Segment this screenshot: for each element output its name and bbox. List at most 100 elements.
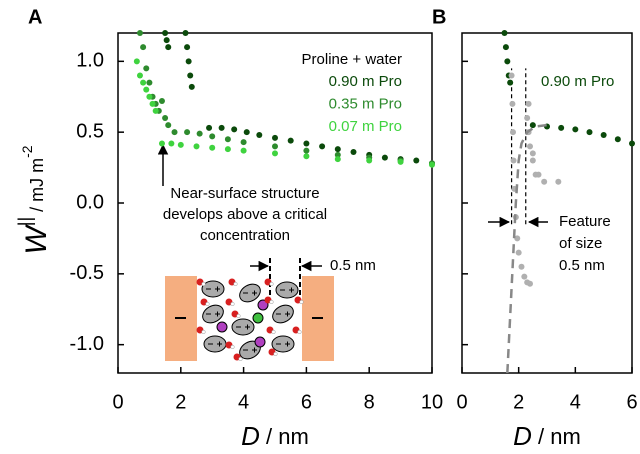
data-point	[209, 144, 216, 151]
x-label-symbol: D	[513, 421, 532, 451]
data-point	[231, 126, 238, 133]
data-point	[614, 136, 621, 143]
water	[201, 329, 206, 335]
data-point	[224, 136, 231, 143]
data-point	[158, 98, 165, 104]
x-tick-label: 6	[301, 391, 312, 413]
series-label: 0.90 m Pro	[541, 73, 614, 90]
data-point	[529, 157, 536, 164]
ion-pair	[231, 318, 255, 336]
data-point	[334, 151, 341, 158]
annotation: 0.5 nm	[559, 257, 605, 274]
data-point	[507, 79, 514, 86]
annotation: Near-surface structure	[170, 185, 319, 202]
water	[236, 313, 241, 319]
x-tick-label: 0	[456, 391, 467, 413]
data-point	[171, 129, 178, 136]
data-point	[196, 130, 203, 137]
data-point	[429, 161, 435, 168]
y-tick-label: 1.0	[76, 50, 104, 72]
data-point	[572, 126, 579, 133]
ion-pair	[239, 283, 261, 303]
data-point	[243, 129, 250, 136]
data-point	[146, 93, 153, 100]
data-point	[501, 30, 508, 36]
data-point	[272, 150, 278, 157]
legend-entry: 0.07 m Pro	[329, 118, 402, 135]
data-point	[541, 178, 548, 185]
x-tick-label: 10	[421, 391, 443, 413]
panel-label: A	[28, 6, 42, 28]
data-point	[527, 280, 533, 287]
data-point	[510, 129, 516, 136]
data-point	[158, 140, 165, 147]
x-tick-label: 8	[364, 391, 375, 413]
water	[271, 329, 276, 335]
data-point	[287, 137, 294, 144]
y-tick-label: 0.5	[76, 120, 104, 142]
y-tick-label: 0.0	[76, 191, 104, 213]
ion	[254, 336, 266, 348]
data-point	[508, 72, 515, 79]
x-label-unit: / nm	[532, 424, 581, 449]
data-point	[185, 58, 192, 65]
data-point	[502, 44, 509, 51]
ion	[252, 312, 264, 324]
water	[230, 301, 235, 307]
x-tick-label: 2	[513, 391, 524, 413]
data-point	[256, 132, 263, 138]
x-tick-label: 2	[175, 391, 186, 413]
data-point	[510, 157, 517, 164]
x-tick-label: 4	[570, 391, 581, 413]
data-point	[529, 150, 536, 157]
inset-label: 0.5 nm	[330, 257, 376, 274]
data-point	[140, 79, 147, 86]
ion-pair	[203, 335, 227, 353]
x-label-unit: / nm	[260, 424, 309, 449]
legend-entry: 0.90 m Pro	[329, 73, 402, 90]
data-point	[182, 30, 189, 36]
data-point	[515, 249, 522, 256]
ion-pair	[271, 335, 295, 353]
data-point	[209, 133, 216, 140]
data-point	[168, 140, 175, 147]
water	[238, 356, 243, 362]
ion	[257, 299, 269, 311]
data-point	[514, 235, 521, 242]
data-point	[303, 140, 310, 147]
data-point	[525, 100, 532, 107]
y-label-sup: -2	[19, 145, 35, 158]
inset-diagram	[165, 258, 334, 362]
water	[233, 281, 238, 287]
water	[273, 351, 278, 357]
water	[201, 281, 206, 287]
data-point	[184, 129, 191, 136]
x-tick-label: 0	[112, 391, 123, 413]
data-point	[518, 263, 525, 270]
y-tick-label: -1.0	[70, 333, 104, 355]
water	[269, 281, 274, 287]
ion-pair	[272, 304, 294, 324]
data-point	[529, 122, 536, 129]
annotation: develops above a critical	[163, 206, 327, 223]
data-point	[272, 143, 278, 150]
water	[230, 344, 235, 350]
water	[269, 299, 274, 305]
y-label-sup: ||	[15, 217, 35, 226]
y-label-unit: / mJ m	[27, 158, 47, 217]
annotation: of size	[559, 235, 602, 252]
data-point	[350, 149, 357, 155]
data-point	[136, 72, 143, 79]
data-point	[193, 143, 200, 150]
data-point	[218, 124, 225, 131]
data-point	[366, 157, 373, 164]
x-label-symbol: D	[241, 421, 260, 451]
x-tick-label: 6	[626, 391, 637, 413]
data-point	[303, 153, 310, 160]
ion	[216, 321, 228, 333]
data-point	[334, 156, 341, 163]
water	[299, 299, 304, 305]
panel-label: B	[432, 6, 446, 28]
ion-pair	[201, 280, 225, 298]
data-point	[600, 132, 607, 138]
